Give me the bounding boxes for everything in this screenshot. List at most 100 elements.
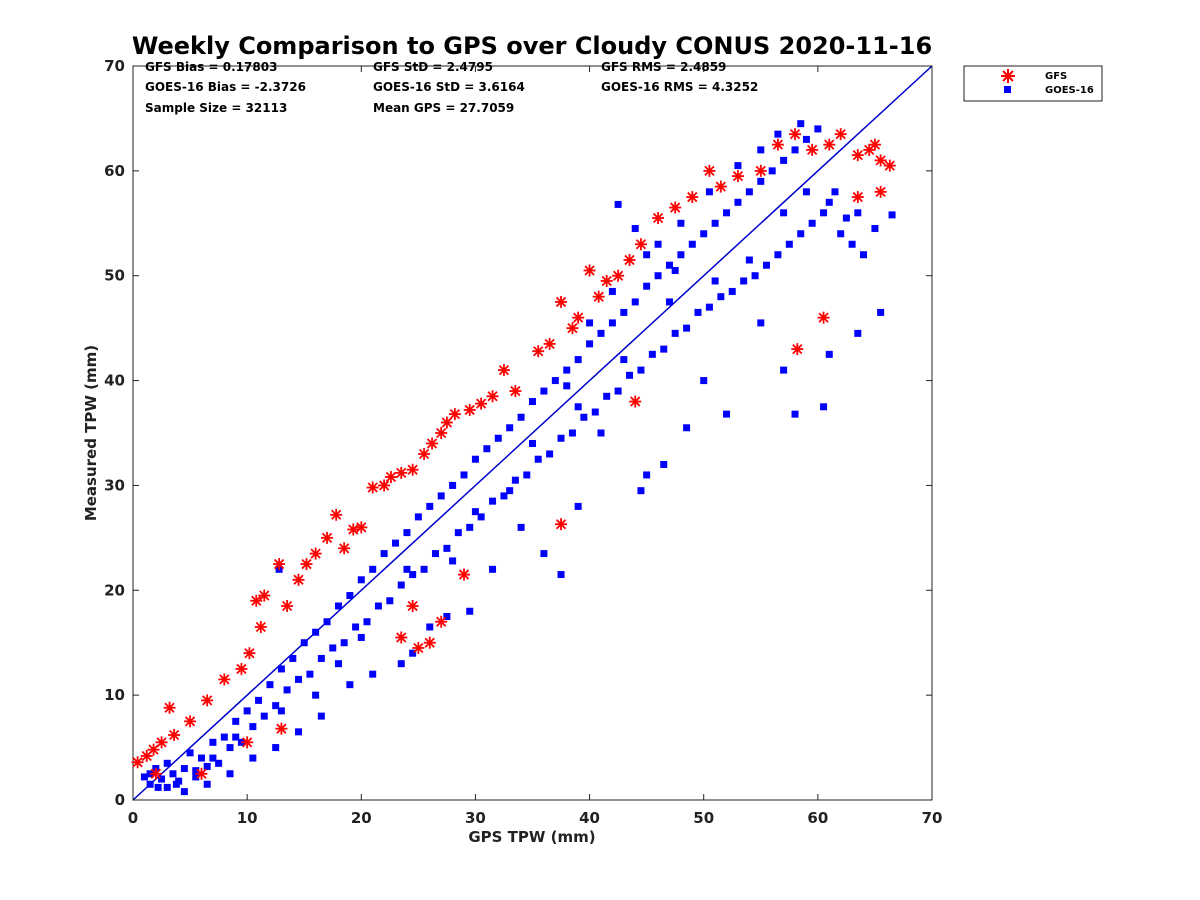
goes16-point bbox=[734, 198, 742, 206]
gfs-point bbox=[623, 253, 636, 266]
legend-gfs-marker bbox=[1001, 69, 1015, 83]
goes16-point bbox=[751, 272, 759, 280]
y-tick-label: 10 bbox=[104, 686, 125, 704]
x-tick-label: 70 bbox=[922, 809, 943, 827]
goes16-point bbox=[203, 762, 211, 770]
goes16-point bbox=[603, 392, 611, 400]
goes16-point bbox=[677, 219, 685, 227]
gfs-point bbox=[395, 631, 408, 644]
goes16-point bbox=[163, 783, 171, 791]
stat-goes-std: GOES-16 StD = 3.6164 bbox=[373, 80, 525, 94]
goes16-point bbox=[192, 767, 200, 775]
gfs-point bbox=[366, 481, 379, 494]
gfs-point bbox=[258, 589, 271, 602]
goes16-point bbox=[272, 744, 280, 752]
gfs-point bbox=[771, 138, 784, 151]
goes16-point bbox=[597, 329, 605, 337]
goes16-point bbox=[688, 240, 696, 248]
goes16-points-layer bbox=[140, 120, 896, 796]
goes16-point bbox=[369, 670, 377, 678]
goes16-point bbox=[443, 613, 451, 620]
y-tick-label: 20 bbox=[104, 581, 125, 599]
goes16-point bbox=[626, 371, 634, 379]
goes16-point bbox=[312, 628, 320, 636]
gfs-point bbox=[555, 295, 568, 308]
gfs-point bbox=[566, 322, 579, 335]
goes16-point bbox=[557, 434, 565, 442]
goes16-point bbox=[363, 618, 371, 626]
goes16-point bbox=[409, 571, 417, 579]
goes16-point bbox=[420, 565, 428, 573]
goes16-point bbox=[346, 681, 354, 689]
goes16-point bbox=[734, 162, 742, 170]
goes16-point bbox=[403, 565, 411, 573]
y-tick-label: 40 bbox=[104, 372, 125, 390]
goes16-point bbox=[215, 759, 223, 767]
gfs-point bbox=[458, 568, 471, 581]
x-tick-label: 10 bbox=[237, 809, 258, 827]
goes16-point bbox=[283, 686, 291, 694]
goes16-point bbox=[802, 135, 810, 143]
goes16-point bbox=[728, 287, 736, 295]
goes16-point bbox=[300, 639, 308, 647]
goes16-point bbox=[780, 156, 788, 164]
goes16-point bbox=[683, 424, 691, 432]
gfs-point bbox=[309, 547, 322, 560]
goes16-point bbox=[346, 592, 354, 600]
goes16-point bbox=[780, 366, 788, 374]
gfs-point bbox=[184, 715, 197, 728]
goes16-point bbox=[540, 550, 548, 558]
goes16-point bbox=[831, 188, 839, 196]
goes16-point bbox=[249, 754, 257, 762]
gfs-point bbox=[435, 615, 448, 628]
gfs-point bbox=[273, 558, 286, 571]
goes16-point bbox=[437, 492, 445, 500]
gfs-point bbox=[475, 397, 488, 410]
goes16-point bbox=[820, 403, 828, 411]
gfs-point bbox=[543, 337, 556, 350]
goes16-point bbox=[431, 550, 439, 558]
goes16-point bbox=[289, 654, 297, 662]
x-tick-label: 0 bbox=[128, 809, 138, 827]
goes16-point bbox=[454, 529, 462, 537]
goes16-point bbox=[192, 773, 200, 781]
goes16-point bbox=[180, 788, 188, 796]
goes16-point bbox=[306, 670, 314, 678]
goes16-point bbox=[317, 654, 325, 662]
gfs-point bbox=[218, 673, 231, 686]
goes16-point bbox=[511, 476, 519, 484]
goes16-point bbox=[169, 770, 177, 778]
gfs-point bbox=[600, 274, 613, 287]
goes16-point bbox=[563, 366, 571, 374]
goes16-point bbox=[723, 209, 731, 217]
goes16-point bbox=[477, 513, 485, 521]
goes16-point bbox=[523, 471, 531, 479]
goes16-point bbox=[563, 382, 571, 390]
goes16-point bbox=[534, 455, 542, 463]
goes16-point bbox=[757, 177, 765, 185]
goes16-point bbox=[802, 188, 810, 196]
goes16-point bbox=[409, 649, 417, 657]
goes16-point bbox=[426, 623, 434, 631]
gfs-point bbox=[714, 180, 727, 193]
gfs-point bbox=[131, 756, 144, 769]
gfs-point bbox=[874, 154, 887, 167]
goes16-point bbox=[517, 413, 525, 421]
goes16-point bbox=[323, 618, 331, 626]
goes16-point bbox=[871, 225, 879, 233]
goes16-point bbox=[443, 544, 451, 552]
gfs-point bbox=[497, 364, 510, 377]
gfs-point bbox=[669, 201, 682, 214]
gfs-point bbox=[592, 290, 605, 303]
goes16-point bbox=[357, 633, 365, 641]
goes16-point bbox=[660, 345, 668, 353]
gfs-point bbox=[440, 416, 453, 429]
goes16-point bbox=[529, 398, 536, 406]
goes16-point bbox=[551, 377, 559, 385]
goes16-point bbox=[277, 707, 285, 715]
goes16-point bbox=[334, 660, 342, 668]
gfs-point bbox=[275, 722, 288, 735]
goes16-point bbox=[780, 209, 788, 217]
goes16-point bbox=[791, 146, 799, 154]
